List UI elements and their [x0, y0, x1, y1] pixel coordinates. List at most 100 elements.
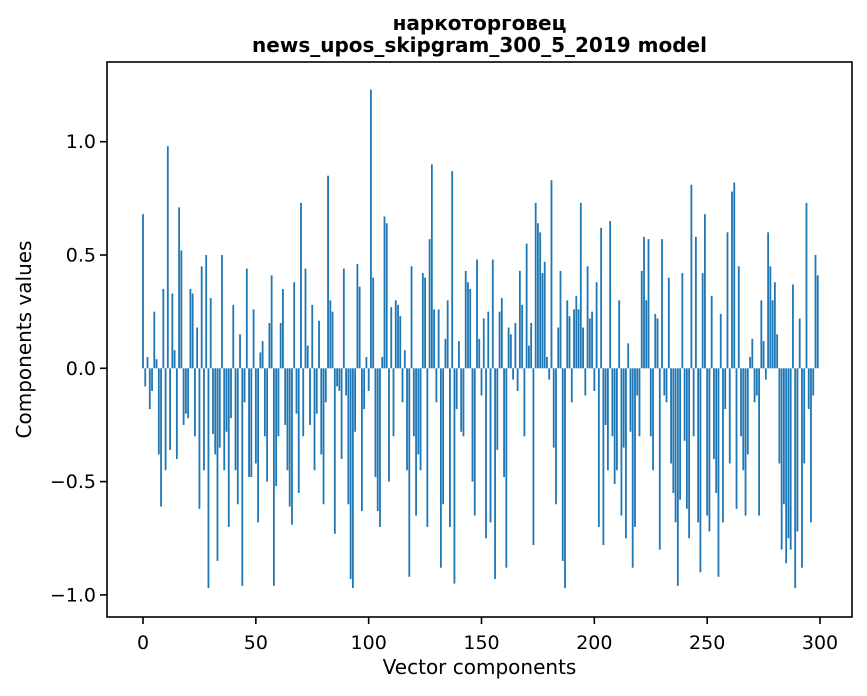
bar	[252, 309, 255, 369]
bar	[706, 368, 709, 516]
bar	[225, 368, 228, 432]
bar	[462, 368, 465, 437]
bar	[153, 311, 156, 369]
bar	[530, 322, 533, 369]
bar	[487, 311, 490, 369]
y-tick-label: −1.0	[50, 584, 96, 606]
bar	[455, 368, 458, 410]
bar	[579, 202, 582, 369]
bar	[548, 368, 551, 380]
bar	[342, 268, 345, 369]
bar	[780, 368, 783, 550]
bar	[566, 300, 569, 369]
bar	[528, 345, 530, 369]
bar	[701, 273, 704, 369]
bar	[243, 368, 246, 403]
bar	[559, 270, 562, 369]
bar	[464, 270, 467, 369]
bar	[191, 293, 194, 369]
bar	[433, 309, 436, 369]
bar	[778, 368, 781, 464]
bar	[356, 264, 359, 369]
bar	[496, 368, 499, 450]
bar	[737, 266, 740, 369]
bar	[385, 223, 388, 369]
bar	[351, 368, 354, 589]
bar	[358, 286, 361, 369]
x-tick-label: 300	[802, 632, 838, 654]
bar	[582, 327, 584, 369]
bar	[609, 221, 612, 369]
bar	[467, 282, 469, 369]
bar	[525, 243, 528, 369]
bar	[613, 368, 616, 484]
bar	[390, 307, 393, 369]
bar	[227, 368, 230, 527]
bar	[760, 300, 763, 369]
bar	[381, 356, 384, 369]
bar	[503, 368, 505, 478]
bar	[365, 356, 368, 369]
bar	[521, 304, 524, 369]
bar	[638, 368, 641, 437]
bar	[557, 327, 560, 369]
bar	[268, 322, 271, 369]
bar	[279, 322, 282, 369]
bar	[489, 368, 492, 523]
chart-subtitle: news_upos_skipgram_300_5_2019 model	[252, 33, 707, 57]
bar	[182, 368, 185, 425]
bar	[537, 223, 539, 369]
bar	[658, 368, 661, 550]
bar	[408, 368, 411, 577]
bar	[223, 368, 226, 471]
bar	[697, 368, 700, 523]
bar	[214, 368, 217, 455]
bar	[460, 368, 463, 432]
bar	[550, 180, 553, 369]
bar	[383, 216, 386, 369]
bar	[746, 368, 749, 455]
bar	[564, 368, 566, 589]
bar	[722, 368, 724, 523]
bar	[318, 320, 320, 369]
bar	[728, 368, 731, 464]
bar	[491, 259, 494, 369]
bar	[803, 368, 806, 464]
bar	[435, 368, 438, 403]
bar	[647, 239, 650, 369]
y-tick-label: 0.5	[66, 245, 96, 267]
bar	[275, 368, 278, 487]
bar	[354, 368, 357, 432]
bar	[175, 368, 178, 459]
x-tick-label: 100	[351, 632, 387, 654]
bar	[710, 295, 713, 369]
bar	[509, 334, 512, 369]
bar	[379, 368, 381, 527]
bar	[194, 368, 196, 437]
bar	[622, 368, 625, 448]
bar	[430, 164, 433, 369]
bar	[539, 232, 542, 369]
axis-tick-labels: 0 50 100 150 200 250 300 1.0 0.5 0.0 −0.5 −1.0	[50, 131, 838, 654]
bar	[417, 368, 420, 455]
bar	[688, 368, 691, 539]
bar	[304, 268, 307, 369]
bar	[254, 368, 257, 464]
bar	[482, 318, 485, 369]
bar	[507, 327, 510, 369]
bar	[239, 334, 241, 369]
bar	[471, 368, 474, 482]
bar	[652, 368, 654, 471]
bar	[286, 368, 289, 471]
bar	[338, 368, 341, 391]
bar	[552, 368, 555, 448]
bar	[363, 368, 366, 410]
bar	[306, 345, 309, 369]
bar	[415, 368, 417, 516]
bar	[541, 273, 544, 369]
bar	[631, 368, 634, 568]
bar	[293, 282, 296, 369]
bar	[593, 368, 596, 391]
bar	[789, 368, 792, 550]
